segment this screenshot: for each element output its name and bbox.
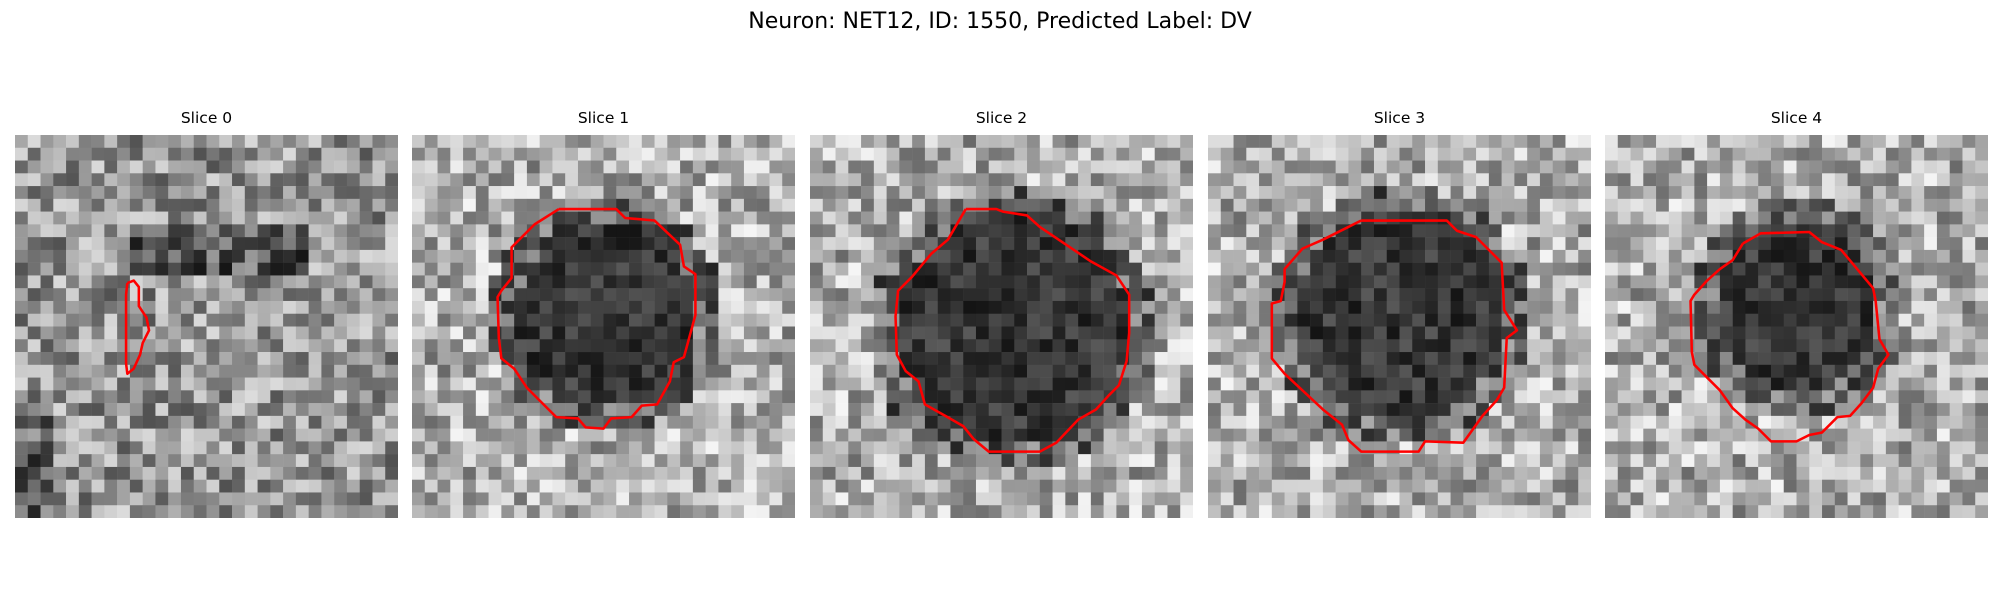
roi-contour-3 xyxy=(1270,219,1519,453)
slice-image-3 xyxy=(1208,135,1591,518)
roi-contour-1 xyxy=(496,207,697,430)
roi-contour-2 xyxy=(894,207,1131,453)
slice-title-0: Slice 0 xyxy=(180,109,233,127)
slice-title-1: Slice 1 xyxy=(577,109,630,127)
slice-image-1 xyxy=(412,135,795,518)
roi-contour-0 xyxy=(124,279,151,376)
slice-image-2 xyxy=(810,135,1193,518)
slice-title-2: Slice 2 xyxy=(975,109,1028,127)
roi-contour-4 xyxy=(1689,230,1890,443)
slice-title-3: Slice 3 xyxy=(1373,109,1426,127)
slice-image-0 xyxy=(15,135,398,518)
figure-title: Neuron: NET12, ID: 1550, Predicted Label… xyxy=(748,9,1252,34)
slice-image-4 xyxy=(1605,135,1988,518)
slice-title-4: Slice 4 xyxy=(1770,109,1823,127)
